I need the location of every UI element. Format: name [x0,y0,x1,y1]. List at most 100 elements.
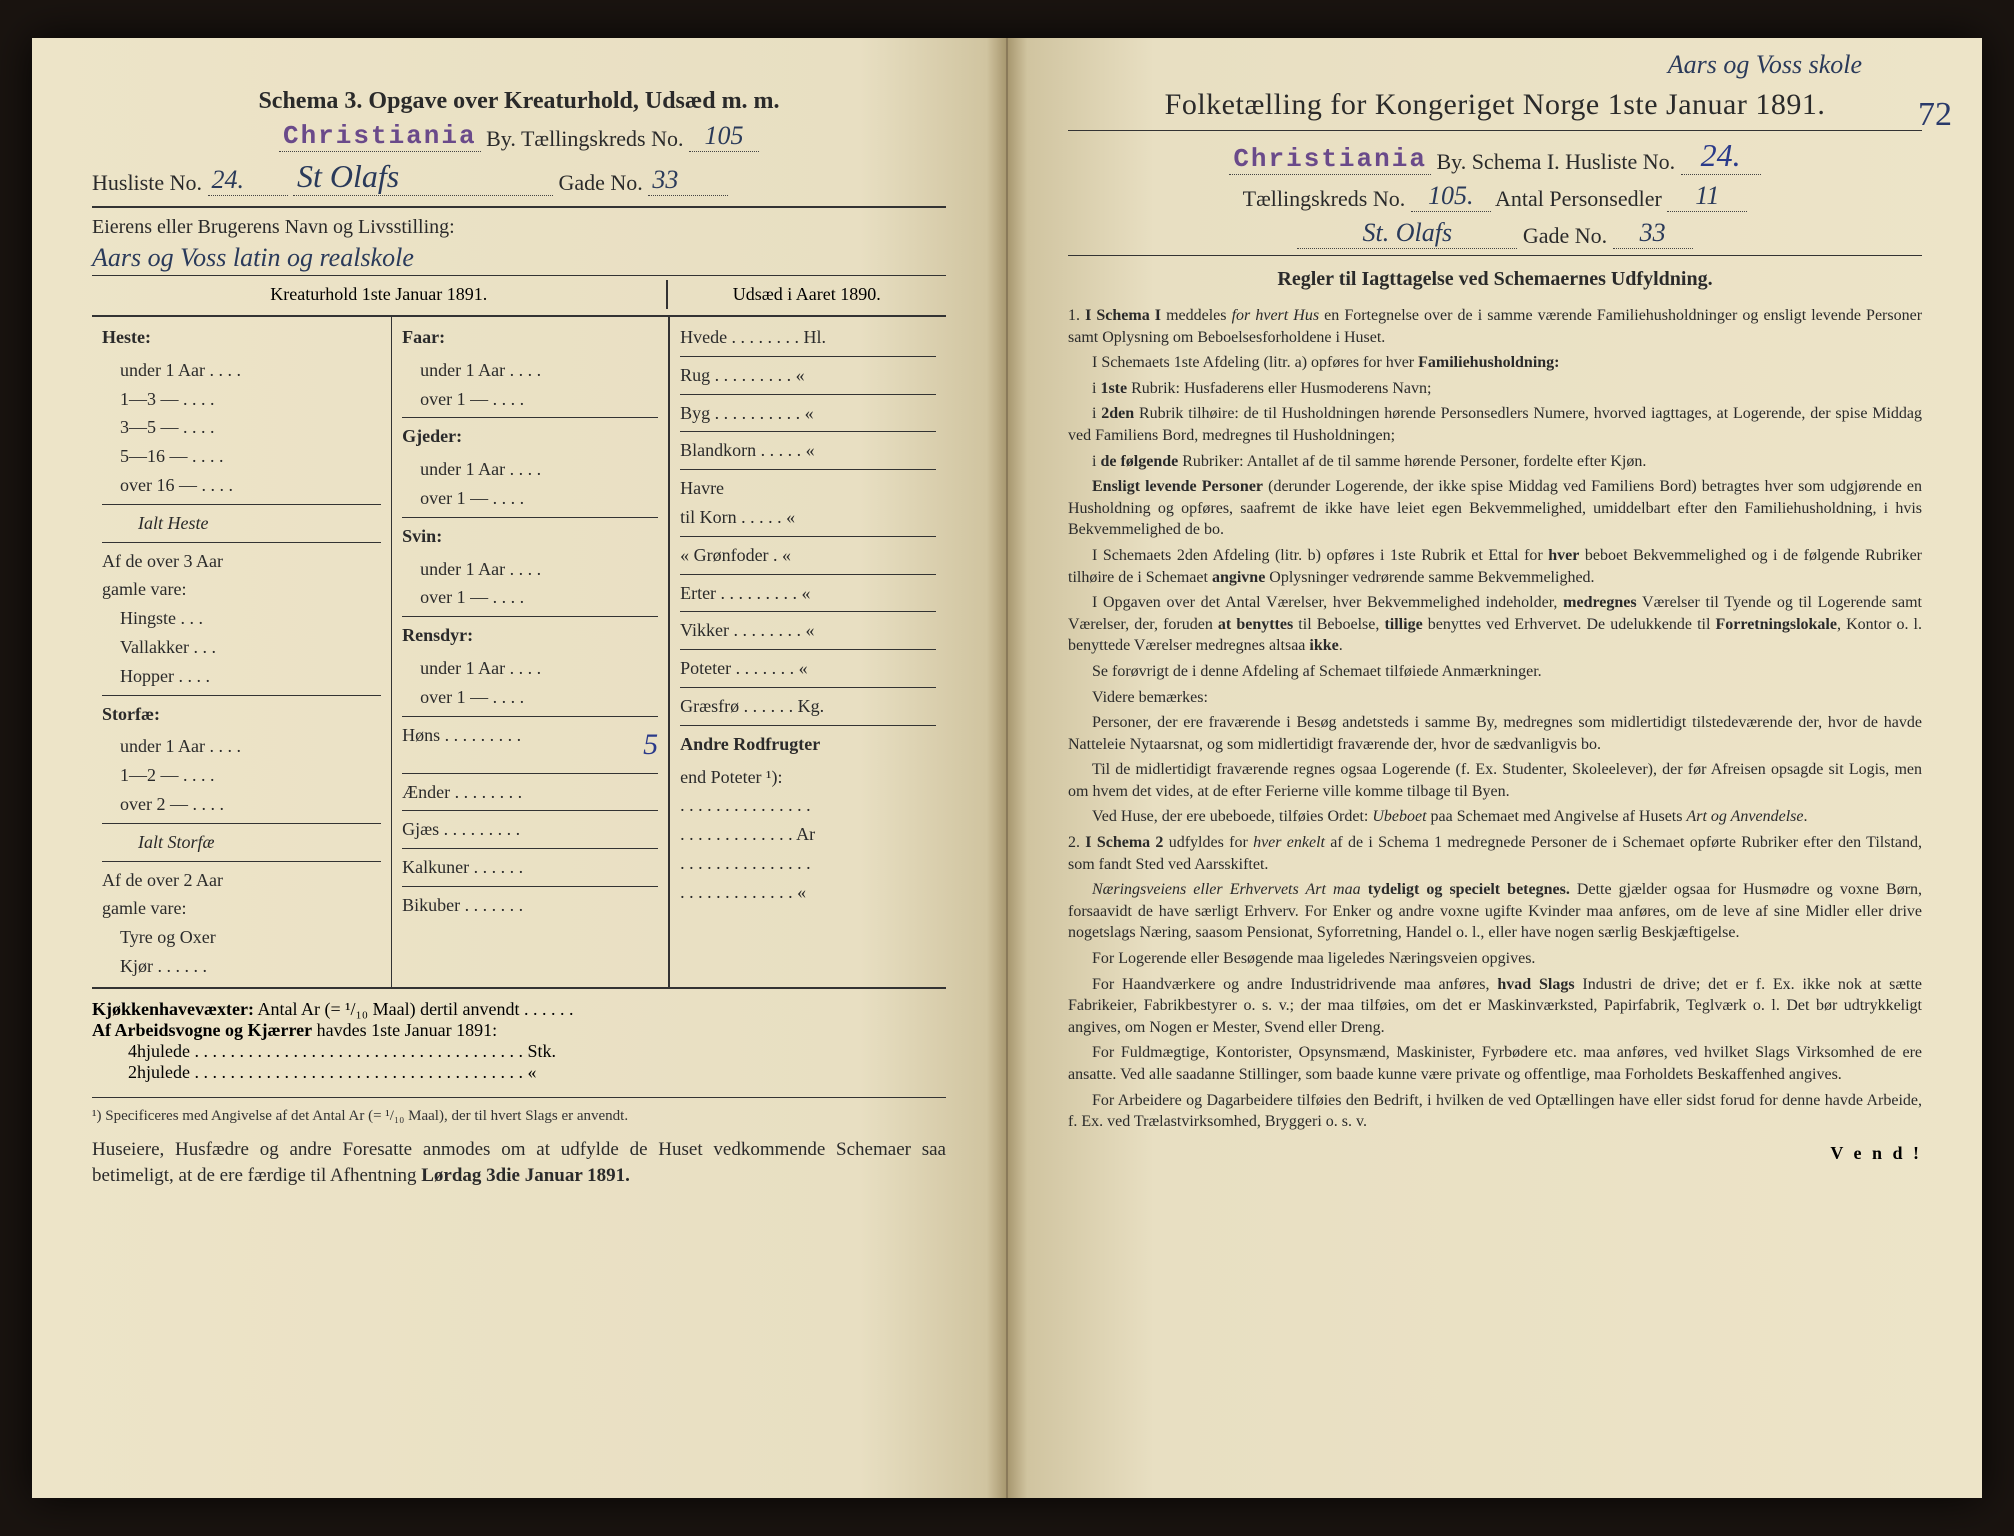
city-line: Christiania By. Tællingskreds No. 105 [92,121,946,152]
rules-paragraph: Næringsveiens eller Erhvervets Art maa t… [1068,879,1922,944]
rules-body: 1. I Schema I meddeles for hvert Hus en … [1068,305,1922,1133]
hons-val: 5 [643,721,658,769]
heste-r4: over 16 — . . . . [102,471,381,500]
col-titles: Kreaturhold 1ste Januar 1891. Udsæd i Aa… [92,280,946,309]
svin-head: Svin: [402,522,658,551]
rules-paragraph: For Fuldmægtige, Kontorister, Opsynsmænd… [1068,1042,1922,1085]
rules-paragraph: Til de midlertidigt fraværende regnes og… [1068,759,1922,802]
r-city-line: Christiania By. Schema I. Husliste No. 2… [1068,137,1922,175]
heste-s0: Hingste . . . [102,604,381,633]
city-stamp: Christiania [283,121,477,151]
c3r0: Hvede . . . . . . . . Hl. [680,323,936,352]
divider [92,206,946,208]
storfae-s1: Kjør . . . . . . [102,952,381,981]
c3r13: . . . . . . . . . . . . . . . [680,791,936,820]
rules-paragraph: Personer, der ere fraværende i Besøg and… [1068,712,1922,755]
rules-paragraph: i de følgende Rubriker: Antallet af de t… [1068,451,1922,473]
heste-ialt: Ialt Heste [102,509,381,538]
bottom-block: Kjøkkenhavevæxter: Kjøkkenhavevæxter: An… [92,999,946,1083]
rules-paragraph: i 1ste Rubrik: Husfaderens eller Husmode… [1068,378,1922,400]
rules-paragraph: 2. I Schema 2 udfyldes for hver enkelt a… [1068,832,1922,875]
gjeder-r1: over 1 — . . . . [402,484,658,513]
c3r4: Havre [680,474,936,503]
storfae-sub-head2: gamle vare: [102,894,381,923]
gade-no: 33 [652,165,678,194]
rules-paragraph: Se forøvrigt de i denne Afdeling af Sche… [1068,661,1922,683]
right-annotation: 72 [1918,96,1952,134]
rules-paragraph: I Schemaets 2den Afdeling (litr. b) opfø… [1068,545,1922,588]
footnote: ¹) Specificeres med Angivelse af det Ant… [92,1108,946,1125]
c3r2: Byg . . . . . . . . . . « [680,399,936,428]
right-page: Aars og Voss skole 72 Folketælling for K… [1007,38,1982,1498]
hons: Høns . . . . . . . . . [402,721,521,769]
c3r10: Græsfrø . . . . . . Kg. [680,692,936,721]
street: St Olafs [297,158,399,194]
kreds-no: 105 [705,121,744,150]
storfae-r1: 1—2 — . . . . [102,761,381,790]
c3r7: Erter . . . . . . . . . « [680,579,936,608]
rules-paragraph: For Logerende eller Besøgende maa ligele… [1068,948,1922,970]
heste-s1: Vallakker . . . [102,633,381,662]
r-persons-no: 11 [1695,181,1719,210]
gjeder-head: Gjeder: [402,422,658,451]
top-annotation: Aars og Voss skole [1668,50,1862,80]
col-other-animals: Faar: under 1 Aar . . . . over 1 — . . .… [392,317,670,987]
document-spread: Schema 3. Opgave over Kreaturhold, Udsæd… [32,38,1982,1498]
c3r6: « Grønfoder . « [680,541,936,570]
col-seed: Hvede . . . . . . . . Hl. Rug . . . . . … [670,317,946,987]
r-street-line: St. Olafs Gade No. 33 [1068,218,1922,249]
r-city-stamp: Christiania [1233,144,1427,174]
storfae-sub-head: Af de over 2 Aar [102,866,381,895]
gade-label: Gade No. [559,170,643,195]
husliste-label: Husliste No. [92,170,202,195]
rensdyr-head: Rensdyr: [402,621,658,650]
r-by-label: By. Schema I. Husliste No. [1436,149,1675,174]
col1-title: Kreaturhold 1ste Januar 1891. [92,280,668,309]
gjaes: Gjæs . . . . . . . . . [402,815,658,844]
vend: V e n d ! [1068,1143,1922,1164]
faar-r0: under 1 Aar . . . . [402,356,658,385]
r-kreds-no: 105. [1428,181,1474,210]
r-street: St. Olafs [1363,218,1453,247]
r-kreds-line: Tællingskreds No. 105. Antal Personsedle… [1068,181,1922,212]
heste-r2: 3—5 — . . . . [102,413,381,442]
col3-title: Udsæd i Aaret 1890. [668,280,946,309]
kalkuner: Kalkuner . . . . . . [402,853,658,882]
c3r16: . . . . . . . . . . . . . « [680,878,936,907]
c3r12: end Poteter ¹): [680,763,936,792]
rules-paragraph: Ved Huse, der ere ubeboede, tilføies Ord… [1068,806,1922,828]
rules-paragraph: I Schemaets 1ste Afdeling (litr. a) opfø… [1068,352,1922,374]
census-title: Folketælling for Kongeriget Norge 1ste J… [1068,88,1922,122]
heste-sub-head2: gamle vare: [102,575,381,604]
hjul2: 2hjulede . . . . . . . . . . . . . . . .… [92,1062,946,1083]
storfae-ialt: Ialt Storfæ [102,828,381,857]
svin-r1: over 1 — . . . . [402,583,658,612]
r-gade-label: Gade No. [1523,223,1607,248]
left-page: Schema 3. Opgave over Kreaturhold, Udsæd… [32,38,1007,1498]
husliste-no: 24. [212,165,245,194]
heste-r1: 1—3 — . . . . [102,385,381,414]
rules-title: Regler til Iagttagelse ved Schemaernes U… [1068,268,1922,291]
heste-r0: under 1 Aar . . . . [102,356,381,385]
heste-s2: Hopper . . . . [102,662,381,691]
col-heste: Heste: under 1 Aar . . . . 1—3 — . . . .… [92,317,392,987]
rules-paragraph: 1. I Schema I meddeles for hvert Hus en … [1068,305,1922,348]
owner-value: Aars og Voss latin og realskole [92,243,946,276]
c3r9: Poteter . . . . . . . « [680,654,936,683]
arbeids-label: Af Arbeidsvogne og Kjærrer havdes 1ste J… [92,1020,946,1041]
rensdyr-r0: under 1 Aar . . . . [402,654,658,683]
storfae-s0: Tyre og Oxer [102,923,381,952]
gjeder-r0: under 1 Aar . . . . [402,455,658,484]
c3r3: Blandkorn . . . . . « [680,436,936,465]
r-husliste-no: 24. [1701,137,1741,173]
c3r1: Rug . . . . . . . . . « [680,361,936,390]
rules-paragraph: I Opgaven over det Antal Værelser, hver … [1068,592,1922,657]
storfae-head: Storfæ: [102,700,381,729]
rules-paragraph: For Haandværkere og andre Industridriven… [1068,974,1922,1039]
rules-paragraph: Videre bemærkes: [1068,687,1922,709]
faar-r1: over 1 — . . . . [402,385,658,414]
heste-head: Heste: [102,323,381,352]
rules-paragraph: Ensligt levende Personer (derunder Loger… [1068,476,1922,541]
r-persons-label: Antal Personsedler [1495,186,1662,211]
hjul4: 4hjulede . . . . . . . . . . . . . . . .… [92,1041,946,1062]
